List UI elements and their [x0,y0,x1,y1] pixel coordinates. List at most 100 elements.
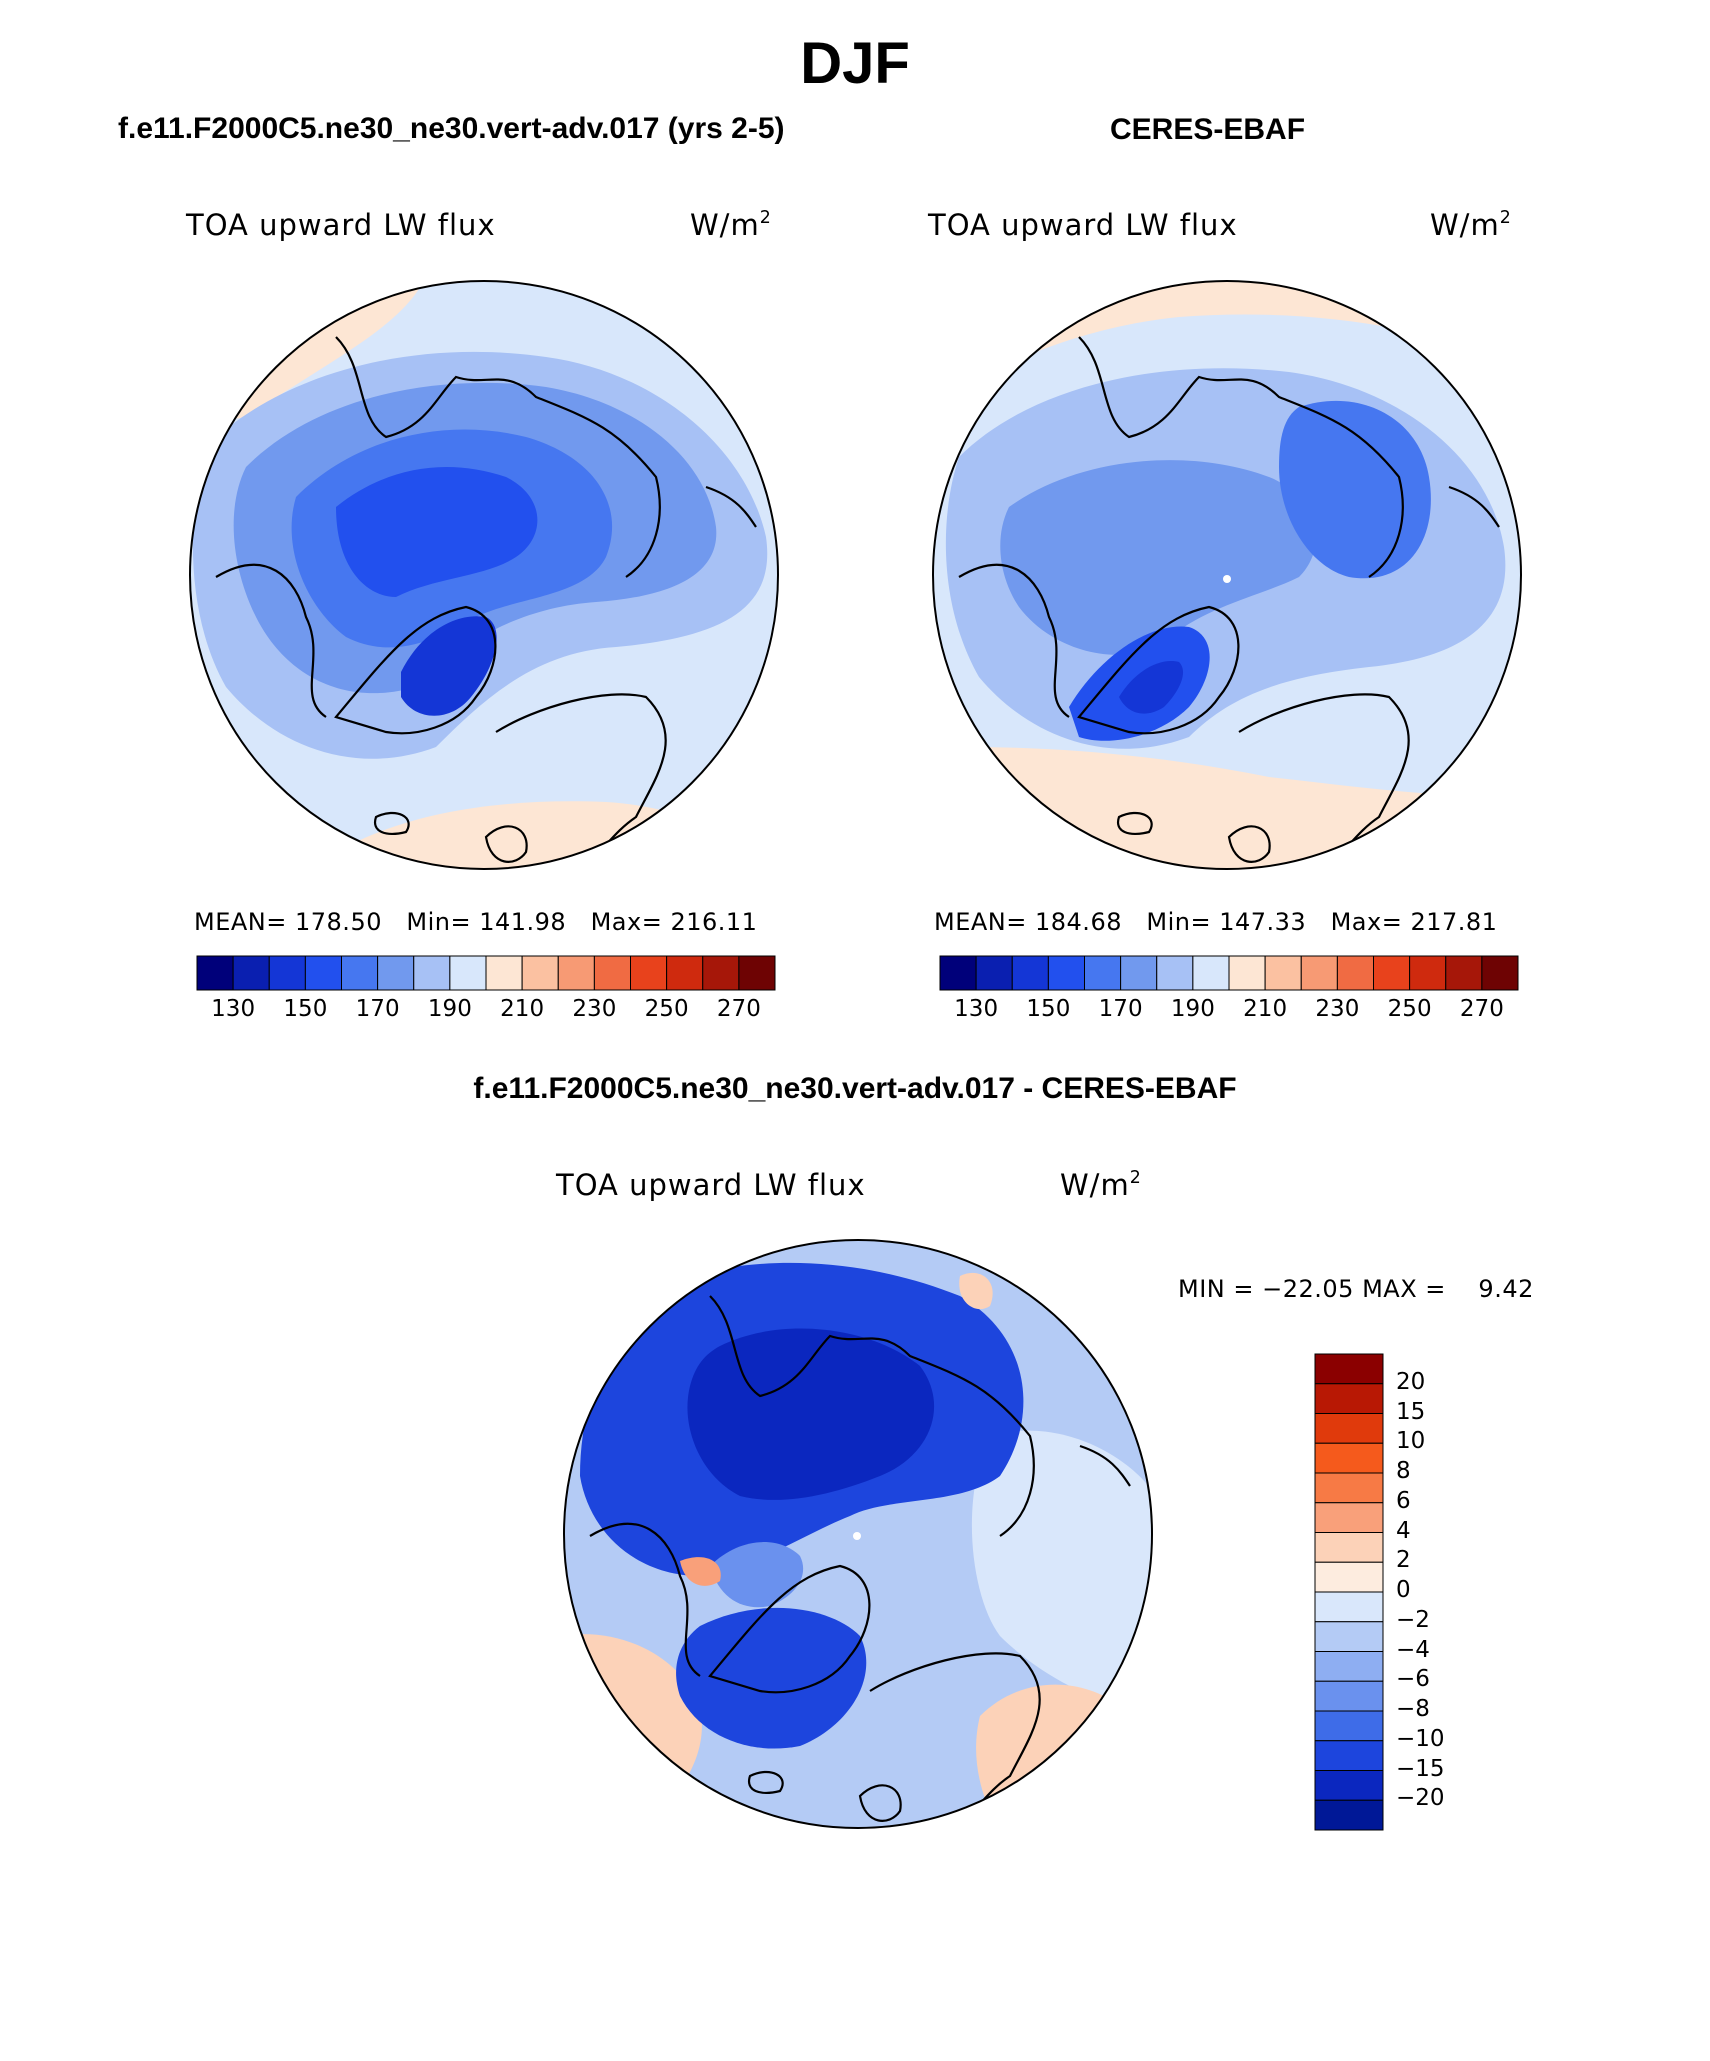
panel-2-field-siberia [1279,400,1431,579]
colorbar-tick-label: −15 [1396,1755,1445,1782]
colorbar-swatch [341,955,379,991]
colorbar-swatch [1300,955,1338,991]
panel-3-title: f.e11.F2000C5.ne30_ne30.vert-adv.017 - C… [473,1072,1237,1105]
panel-3-stats: MIN = −22.05 MAX = 9.42 [1178,1275,1534,1303]
colorbar-swatch [1314,1770,1384,1801]
colorbar-swatch [1011,955,1049,991]
panel-2-variable-label: TOA upward LW flux [928,208,1238,242]
colorbar-swatch [593,955,631,991]
colorbar-swatch [1314,1383,1384,1414]
colorbar-swatch [1314,1502,1384,1533]
colorbar-swatch [1314,1472,1384,1504]
panel-3-map-boundary [563,1239,1153,1829]
colorbar-swatch [232,955,270,991]
panel-2-colorbar [939,955,1519,991]
colorbar-tick-label: 130 [954,996,999,1022]
colorbar-swatch [939,955,977,991]
colorbar-tick-label: 270 [716,996,761,1022]
colorbar-tick-label: 20 [1396,1368,1426,1395]
colorbar-swatch [1314,1740,1384,1771]
colorbar-tick-label: −6 [1396,1666,1430,1693]
colorbar-tick-label: 130 [211,996,256,1022]
colorbar-tick-label: 210 [500,996,545,1022]
colorbar-tick-label: −8 [1396,1696,1430,1722]
colorbar-swatch [1047,955,1085,991]
panel-3-pole-marker [853,1532,861,1540]
panel-2-coastlines [958,336,1500,869]
colorbar-tick-label: 150 [283,996,328,1022]
panel-2-units-label: W/m2 [1430,207,1512,242]
colorbar-swatch [1156,955,1194,991]
panel-1-title: f.e11.F2000C5.ne30_ne30.vert-adv.017 (yr… [118,112,785,145]
colorbar-swatch [1314,1621,1384,1652]
panel-2-title: CERES-EBAF [1110,113,1306,146]
colorbar-swatch [196,955,234,991]
colorbar-swatch [666,955,704,991]
colorbar-swatch [1228,955,1266,991]
colorbar-swatch [630,955,668,991]
panel-3-strong-negative-core [687,1328,935,1500]
colorbar-swatch [1373,955,1411,991]
panel-1-map-boundary [189,280,779,870]
panel-2-field-mid [1000,460,1316,655]
colorbar-swatch [1084,955,1122,991]
colorbar-swatch [1192,955,1230,991]
colorbar-swatch [1409,955,1447,991]
colorbar-swatch [1120,955,1158,991]
colorbar-swatch [521,955,559,991]
panel-2-colorbar-ticks: 130 150 170 190 210 230 250 270 [903,996,1563,1028]
colorbar-swatch [1314,1353,1384,1385]
colorbar-tick-label: 10 [1396,1428,1426,1455]
panel-1-variable-label: TOA upward LW flux [186,208,496,242]
colorbar-swatch [377,955,415,991]
colorbar-tick-label: 190 [1170,996,1215,1022]
panel-3-colorbar-ticks: 20 15 10 8 6 4 2 0 −2 −4 −6 −8 −10 −15 −20 [1390,1353,1480,1833]
colorbar-tick-label: 2 [1396,1547,1411,1574]
colorbar-tick-label: 15 [1396,1398,1426,1425]
colorbar-tick-label: 170 [1098,996,1143,1022]
colorbar-swatch [304,955,342,991]
panel-1-colorbar-ticks: 130 150 170 190 210 230 250 270 [160,996,820,1028]
colorbar-tick-label: −10 [1396,1725,1445,1752]
colorbar-tick-label: 190 [427,996,472,1022]
panel-1-colorbar [196,955,776,991]
colorbar-swatch [1314,1799,1384,1831]
colorbar-swatch [1314,1591,1384,1623]
colorbar-tick-label: 210 [1243,996,1288,1022]
colorbar-swatch [738,955,776,991]
colorbar-tick-label: 250 [1387,996,1432,1022]
colorbar-swatch [268,955,306,991]
panel-2-greenland-core [1119,661,1184,714]
colorbar-tick-label: 6 [1396,1487,1411,1514]
panel-3-negative-atlantic [676,1607,867,1749]
colorbar-swatch [1336,955,1374,991]
colorbar-tick-label: 0 [1396,1577,1411,1603]
panel-1-greenland-min [401,616,497,716]
colorbar-swatch [413,955,451,991]
panel-1-field-core [336,467,538,597]
colorbar-tick-label: 8 [1396,1458,1411,1484]
colorbar-swatch [1481,955,1519,991]
panel-1-units-label: W/m2 [690,207,772,242]
colorbar-swatch [1314,1532,1384,1563]
panel-3-variable-label: TOA upward LW flux [556,1168,866,1202]
colorbar-swatch [1314,1413,1384,1444]
panel-3-units-label: W/m2 [1060,1167,1142,1202]
colorbar-tick-label: 4 [1396,1517,1411,1544]
colorbar-swatch [1314,1442,1384,1474]
colorbar-swatch [1264,955,1302,991]
colorbar-swatch [1314,1651,1384,1682]
panel-2-map [932,280,1522,870]
panel-2-pole-marker [1223,575,1231,583]
panel-3-colorbar [1314,1353,1384,1831]
colorbar-tick-label: −4 [1396,1636,1430,1663]
panel-3-near-zero-east [971,1430,1152,1716]
colorbar-tick-label: −20 [1396,1785,1445,1812]
colorbar-swatch [1314,1710,1384,1742]
figure-title: DJF [800,31,910,96]
colorbar-tick-label: 230 [1315,996,1360,1022]
panel-3-greenland-diff [710,1542,804,1608]
colorbar-tick-label: 250 [644,996,689,1022]
colorbar-tick-label: 170 [355,996,400,1022]
panel-2-stats: MEAN= 184.68 Min= 147.33 Max= 217.81 [934,908,1498,936]
